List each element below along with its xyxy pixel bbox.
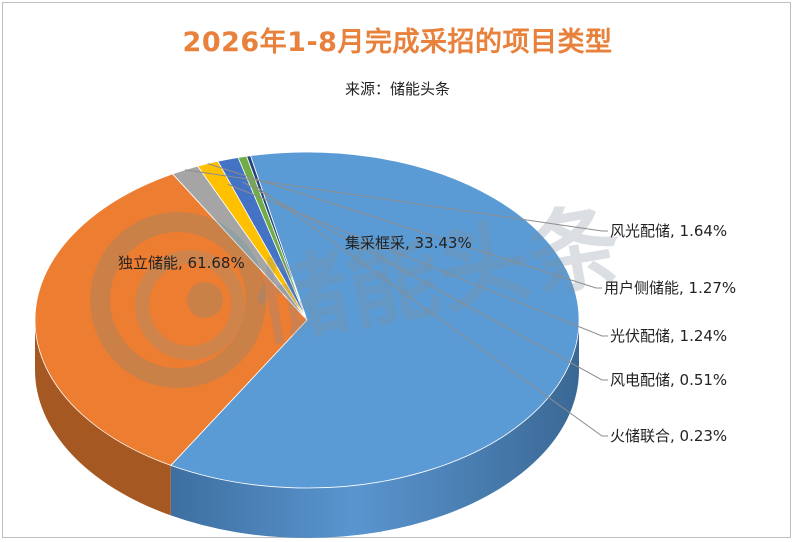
data-labels: 独立储能, 61.68% 集采框采, 33.43% 风光配储, 1.64% 用户侧储能… <box>118 222 736 445</box>
chart-title: 2026年1-8月完成采招的项目类型 <box>182 27 613 58</box>
pie-slice-2 <box>34 173 308 466</box>
data-label-3: 风光配储, 1.64% <box>610 222 727 240</box>
pie-slice-7 <box>246 155 308 321</box>
data-label-7: 火储联合, 0.23% <box>610 427 727 445</box>
pie-top-faces <box>34 151 580 489</box>
watermark-logo-icon <box>90 212 266 388</box>
data-label-2: 集采框采, 33.43% <box>345 234 472 252</box>
leader-line-4 <box>207 163 602 289</box>
leader-line-5 <box>227 183 608 337</box>
pie-side-walls <box>35 320 579 539</box>
leader-lines <box>184 163 608 437</box>
leader-line-3 <box>184 169 608 232</box>
leader-line-6 <box>242 181 608 381</box>
pie-side-1 <box>170 320 579 539</box>
data-label-5: 光伏配储, 1.24% <box>610 327 727 345</box>
chart-subtitle: 来源：储能头条 <box>344 80 450 98</box>
pie-side-2 <box>35 320 171 516</box>
data-label-6: 风电配储, 0.51% <box>610 371 727 389</box>
leader-line-7 <box>248 180 608 437</box>
data-label-1: 独立储能, 61.68% <box>118 254 245 272</box>
data-label-4: 用户侧储能, 1.27% <box>604 279 736 297</box>
pie-slice-1 <box>170 151 580 489</box>
